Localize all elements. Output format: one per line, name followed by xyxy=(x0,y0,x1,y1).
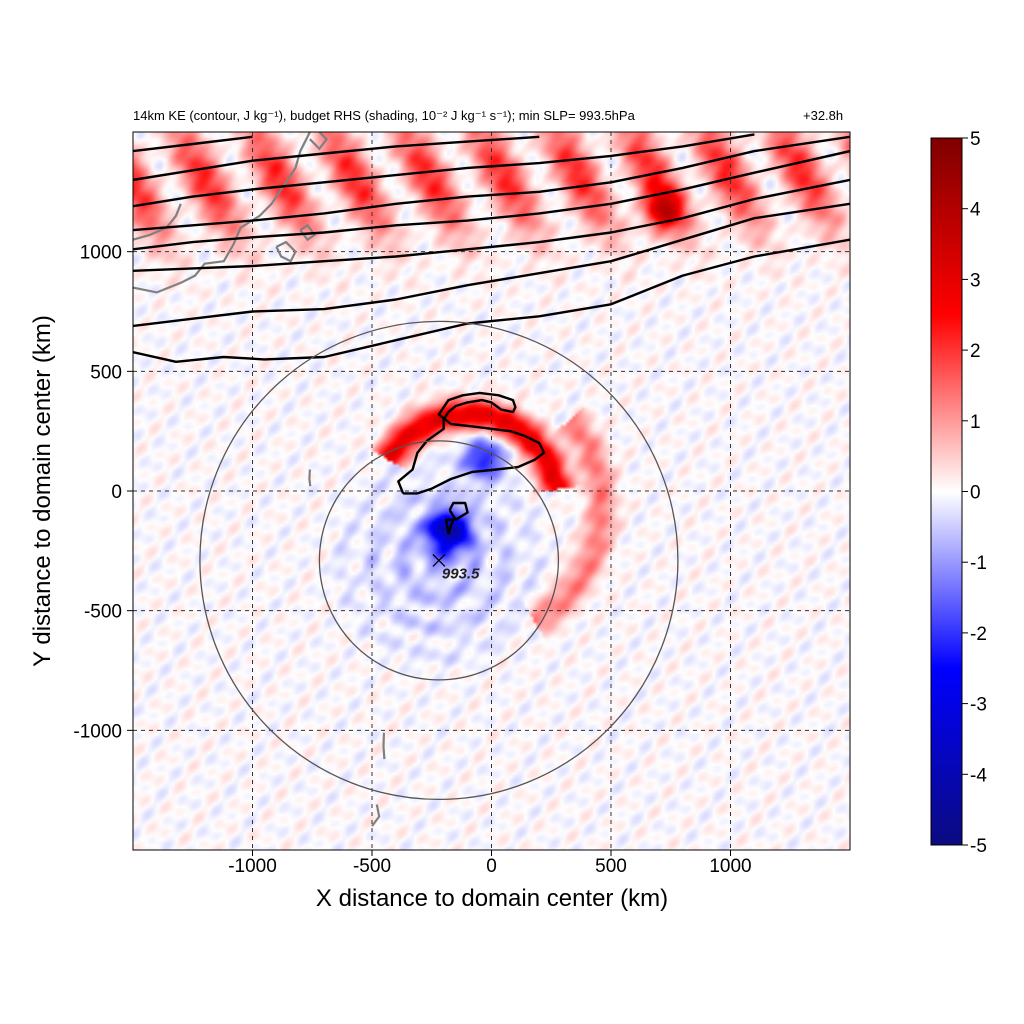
colorbar-tick-label: 5 xyxy=(970,129,981,150)
colorbar-tick-label: -5 xyxy=(970,836,987,857)
coastline xyxy=(275,240,297,263)
coastline xyxy=(309,132,329,151)
y-tick-label: -1000 xyxy=(73,721,122,742)
coastlines xyxy=(133,132,386,827)
ke-contour xyxy=(133,135,850,232)
ke-contour xyxy=(133,202,850,328)
storm-center-marker xyxy=(432,553,446,567)
y-tick-label: 1000 xyxy=(80,243,122,264)
colorbar-tick-label: -4 xyxy=(970,765,987,786)
coastline xyxy=(299,223,317,242)
colorbar-tick-label: -3 xyxy=(970,695,987,716)
x-axis: -1000 -500 0 500 1000 xyxy=(228,850,752,877)
chart-forecast-hour: +32.8h xyxy=(803,108,844,123)
x-tick-label: -500 xyxy=(353,856,391,877)
chart-title: 14km KE (contour, J kg⁻¹), budget RHS (s… xyxy=(133,108,635,123)
y-tick-label: 0 xyxy=(111,482,122,503)
x-tick-label: 1000 xyxy=(709,856,751,877)
ke-contour xyxy=(448,501,469,521)
x-tick-label: 0 xyxy=(486,856,497,877)
ke-contour xyxy=(133,178,850,272)
range-rings xyxy=(199,320,679,801)
y-axis: -1000 -500 0 500 1000 xyxy=(73,243,133,742)
colorbar-tick-label: 3 xyxy=(970,270,981,291)
y-tick-label: -500 xyxy=(84,602,122,623)
y-tick-label: 500 xyxy=(90,362,122,383)
ke-contour xyxy=(133,135,540,182)
coastline xyxy=(371,804,381,827)
colorbar-gradient xyxy=(930,137,963,846)
colorbar-tick-label: 2 xyxy=(970,341,981,362)
coastline xyxy=(133,132,311,294)
x-tick-label: 500 xyxy=(595,856,627,877)
ke-contour xyxy=(133,238,850,363)
storm-center: 993.5 xyxy=(432,553,480,582)
colorbar-tick-label: -1 xyxy=(970,553,987,574)
min-slp-label: 993.5 xyxy=(442,565,480,582)
colorbar-tick-label: -2 xyxy=(970,624,987,645)
range-ring xyxy=(318,440,560,681)
colorbar-tick-label: 0 xyxy=(970,483,981,504)
ke-contour xyxy=(133,133,755,208)
x-tick-label: -1000 xyxy=(228,856,277,877)
colorbar-tick-label: 1 xyxy=(970,412,981,433)
ke-contour xyxy=(133,135,253,153)
ke-contour xyxy=(444,518,455,535)
range-ring xyxy=(199,320,679,801)
rhs-shading-heatmap xyxy=(133,132,850,850)
ke-contour xyxy=(133,149,850,251)
y-axis-title: Y distance to domain center (km) xyxy=(29,315,56,667)
colorbar: 5 4 3 2 1 0 -1 -2 -3 -4 -5 xyxy=(930,129,987,857)
colorbar-tick-label: 4 xyxy=(970,200,981,221)
coastline xyxy=(308,469,312,487)
coastline xyxy=(382,732,386,760)
plot-area: 993.5 xyxy=(132,131,851,851)
x-axis-title: X distance to domain center (km) xyxy=(316,885,668,912)
